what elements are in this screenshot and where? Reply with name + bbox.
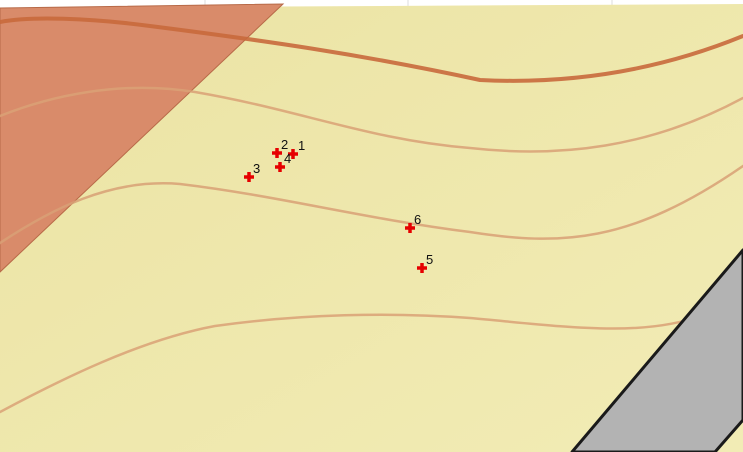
cross-marker-icon[interactable] xyxy=(405,223,415,233)
cross-marker-icon[interactable] xyxy=(275,162,285,172)
point-label: 2 xyxy=(281,137,288,152)
point-label: 3 xyxy=(253,161,260,176)
survey-point-1[interactable]: 1 xyxy=(288,138,305,159)
cross-marker-icon[interactable] xyxy=(288,149,298,159)
survey-point-4[interactable]: 4 xyxy=(275,151,291,172)
cross-marker-icon[interactable] xyxy=(272,148,282,158)
contour-lines-minor xyxy=(0,86,743,414)
contour-line-major xyxy=(0,16,743,83)
survey-point-6[interactable]: 6 xyxy=(405,212,421,233)
point-label: 6 xyxy=(414,212,421,227)
parcel-area[interactable] xyxy=(0,4,743,452)
point-label: 5 xyxy=(426,252,433,267)
survey-point-3[interactable]: 3 xyxy=(244,161,260,182)
road-area[interactable] xyxy=(570,248,743,452)
cross-marker-icon[interactable] xyxy=(417,263,427,273)
survey-point-2[interactable]: 2 xyxy=(272,137,288,158)
contour-line xyxy=(0,313,702,414)
point-label: 1 xyxy=(298,138,305,153)
contour-line xyxy=(0,164,743,245)
cross-marker-icon[interactable] xyxy=(244,172,254,182)
contour-line xyxy=(0,86,743,153)
point-label: 4 xyxy=(284,151,291,166)
survey-points[interactable]: 1 2 3 4 5 6 xyxy=(244,137,433,273)
survey-point-5[interactable]: 5 xyxy=(417,252,433,273)
